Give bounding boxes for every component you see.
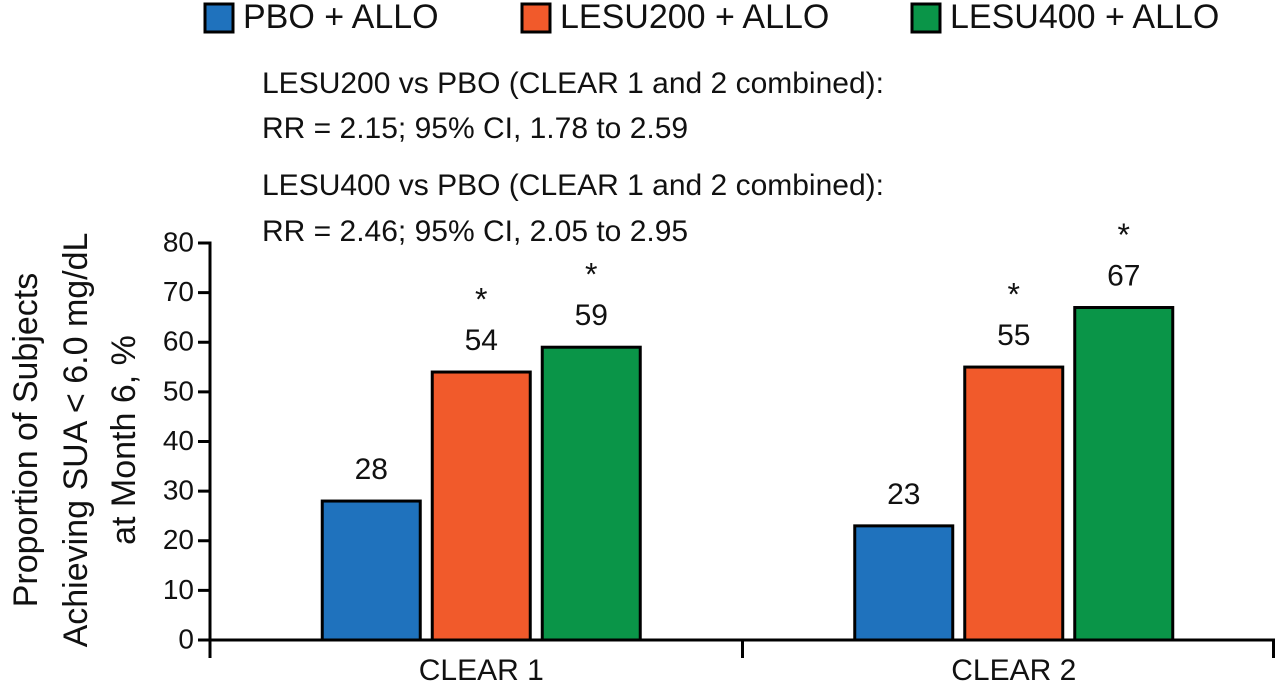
legend-swatch — [910, 2, 942, 34]
bar — [1073, 306, 1175, 642]
note: LESU400 vs PBO (CLEAR 1 and 2 combined): — [262, 169, 884, 202]
legend-swatch — [203, 2, 235, 34]
x-tick-label: CLEAR 1 — [419, 654, 544, 687]
y-tick-label: 70 — [163, 276, 194, 307]
legend-label: LESU400 + ALLO — [950, 0, 1219, 36]
y-axis-title-line: Proportion of Subjects — [7, 273, 45, 608]
legend-label: PBO + ALLO — [243, 0, 439, 36]
notes: LESU200 vs PBO (CLEAR 1 and 2 combined):… — [262, 67, 884, 248]
value-label: 23 — [887, 478, 920, 511]
y-tick-label: 50 — [163, 375, 194, 406]
bar — [320, 499, 422, 642]
bar — [540, 345, 642, 642]
legend-label: LESU200 + ALLO — [560, 0, 829, 36]
significance-marker: * — [475, 281, 487, 317]
value-label: 54 — [465, 324, 498, 357]
value-label: 59 — [575, 299, 608, 332]
significance-marker: * — [1008, 277, 1020, 313]
bar — [430, 370, 532, 642]
y-tick-label: 40 — [163, 425, 194, 456]
value-label: 67 — [1107, 259, 1140, 292]
note: LESU200 vs PBO (CLEAR 1 and 2 combined): — [262, 67, 884, 100]
y-tick-label: 10 — [163, 574, 194, 605]
significance-marker: * — [1118, 217, 1130, 253]
value-label: 55 — [997, 319, 1030, 352]
y-axis-title-line: at Month 6, % — [105, 335, 143, 545]
y-tick-label: 20 — [163, 524, 194, 555]
y-tick-label: 60 — [163, 326, 194, 357]
legend-swatch — [520, 2, 552, 34]
bar — [963, 365, 1065, 642]
note: RR = 2.46; 95% CI, 2.05 to 2.95 — [262, 215, 688, 248]
y-axis-title-line: Achieving SUA < 6.0 mg/dL — [57, 233, 95, 648]
y-tick-label: 30 — [163, 475, 194, 506]
bar — [853, 524, 955, 642]
note: RR = 2.15; 95% CI, 1.78 to 2.59 — [262, 112, 688, 145]
value-label: 28 — [355, 453, 388, 486]
x-tick-label: CLEAR 2 — [951, 654, 1076, 687]
y-tick-label: 80 — [163, 226, 194, 257]
y-axis-title: Proportion of Subjects Achieving SUA < 6… — [7, 233, 143, 648]
significance-marker: * — [585, 257, 597, 293]
y-tick-label: 0 — [178, 623, 194, 654]
